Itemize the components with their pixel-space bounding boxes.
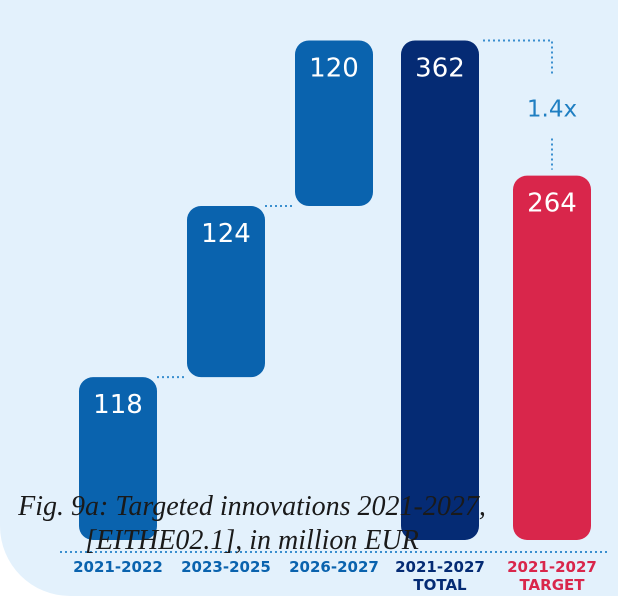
x-tick-label-4: 2021-2027 — [395, 558, 485, 576]
x-tick-label-3: 2026-2027 — [289, 558, 379, 576]
bar-5 — [513, 175, 591, 540]
x-tick-label-2: 2023-2025 — [181, 558, 271, 576]
bar-value-label-5: 264 — [527, 189, 577, 219]
bar-4 — [401, 40, 479, 540]
bar-value-label-3: 120 — [309, 53, 359, 83]
bar-value-label-1: 118 — [93, 390, 143, 420]
bar-value-label-2: 124 — [201, 219, 251, 249]
x-tick-label-5: 2021-2027 — [507, 558, 597, 576]
multiplier-label: 1.4x — [527, 96, 577, 122]
x-tick-label-1: 2021-2022 — [73, 558, 163, 576]
x-tick-label-5-line-2: TARGET — [519, 576, 585, 594]
multiplier-bracket-top — [483, 39, 553, 75]
bar-2 — [187, 206, 265, 378]
bar-1 — [79, 377, 157, 540]
bar-value-label-4: 362 — [415, 53, 465, 83]
x-tick-label-4-line-2: TOTAL — [413, 576, 467, 594]
bar-3 — [295, 40, 373, 207]
